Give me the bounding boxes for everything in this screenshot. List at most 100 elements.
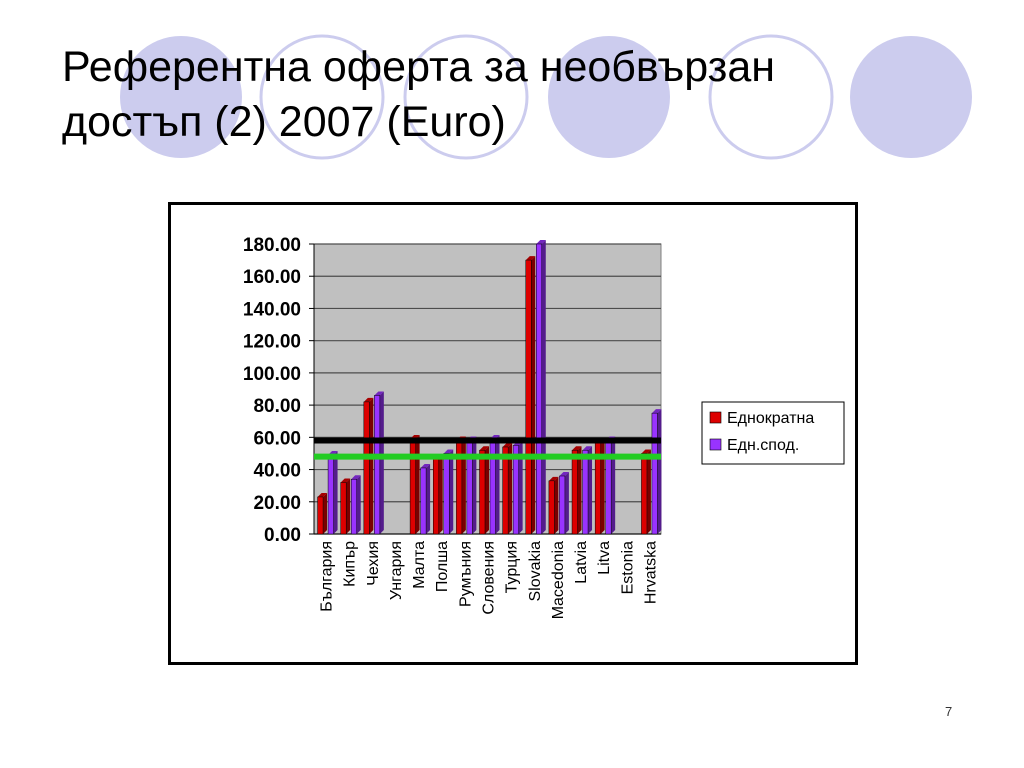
bar [340,482,347,535]
bar-top [572,446,582,451]
x-tick-label: Latvia [573,541,590,584]
bar [559,475,566,535]
bar [317,496,324,535]
y-tick-label: 60.00 [253,428,301,449]
x-tick-label: Малта [411,541,428,589]
x-tick-label: Турция [504,541,521,593]
y-tick-label: 160.00 [243,267,301,288]
x-tick-label: България [319,541,336,612]
bar-top [582,446,593,451]
y-tick-label: 40.00 [253,461,301,482]
bar-side [531,256,536,534]
bar-top [351,475,361,480]
bar-chart: 0.00 20.00 40.00 60.00 80.00 100.00 120.00 140.… [243,235,845,619]
bar-side [495,434,500,534]
decorative-circles [120,34,972,160]
y-tick-label: 120.00 [243,332,301,353]
legend-label: Едн.спод. [727,437,799,454]
slide-title-line-1: Референтна оферта за необвързан [62,43,776,91]
bar-top [651,409,662,414]
bar-side [600,438,605,534]
bar-side [426,463,431,534]
y-tick-label: 140.00 [243,299,301,320]
bar-side [508,443,513,534]
bar [582,449,589,535]
x-tick-label: Macedonia [550,541,567,619]
x-tick-label: Чехия [365,541,382,586]
bar-side [369,397,374,534]
slide-title: Референтна оферта за необвързан достъп (… [62,40,962,150]
bar [641,453,648,535]
deco-circle-outline [259,34,385,160]
y-tick-label: 180.00 [243,235,301,256]
bar-top [641,449,651,454]
bar-top [548,476,559,481]
bar-top [374,391,384,396]
legend-swatch [709,438,722,451]
bar-top [525,256,536,261]
bar-top [420,463,431,468]
bar [374,395,381,535]
bar [536,243,543,535]
bar-side [657,409,662,534]
x-tick-label: Словения [481,541,498,615]
bar [443,453,450,535]
x-tick-label: Slovakia [527,541,544,602]
bar [420,467,427,535]
bar-side [646,449,651,534]
bar-top [559,472,569,476]
slide-title-line-2: достъп (2) 2007 (Euro) [62,98,506,146]
bar [327,454,334,535]
bar-side [554,476,559,534]
bar-side [611,436,616,534]
deco-circle-filled [850,36,972,158]
bar-side [333,451,338,534]
chart-frame: 0.00 20.00 40.00 60.00 80.00 100.00 120.00 140.… [168,202,858,665]
bar [571,449,578,535]
bar-top [502,443,513,447]
bar-side [588,446,593,534]
bar [409,438,416,535]
y-tick-label: 80.00 [253,396,301,417]
x-tick-label: Hrvatska [642,541,659,604]
x-tick-label: Litva [596,541,613,575]
deco-circle-outline [708,34,834,160]
x-tick-label: Полша [434,541,451,592]
bar [548,480,555,535]
bar-side [438,454,443,534]
bar-side [564,472,569,534]
x-tick-label: Румъния [457,541,474,607]
deco-circle-filled [548,36,670,158]
bar-side [518,441,523,534]
bar [489,438,496,535]
y-tick-label: 0.00 [264,525,301,546]
bar-top [363,397,374,402]
bar [479,449,486,535]
y-tick-label: 100.00 [243,364,301,385]
x-tick-label: Estonia [619,541,636,594]
bar [512,445,519,535]
bar [363,401,370,535]
legend-swatch [709,411,722,424]
bar-side [356,475,361,534]
bar-top [340,478,351,483]
x-tick-label: Унгария [388,541,405,600]
bar-side [379,391,384,534]
bar-top [536,240,546,244]
bar-side [415,434,420,534]
bar-side [346,478,351,534]
bar [502,446,509,535]
bar-side [541,240,546,534]
bar-side [485,446,489,534]
x-tick-label: Кипър [342,541,359,587]
bar-side [577,446,582,534]
bar-top [479,446,489,451]
legend-label: Еднократна [727,410,814,427]
page-number: 7 [945,704,953,719]
legend-box [701,401,845,465]
bar [350,478,357,535]
bar-side [449,449,454,534]
bar-top [443,449,454,454]
deco-circle-filled [120,36,242,158]
bar-side [461,436,466,534]
